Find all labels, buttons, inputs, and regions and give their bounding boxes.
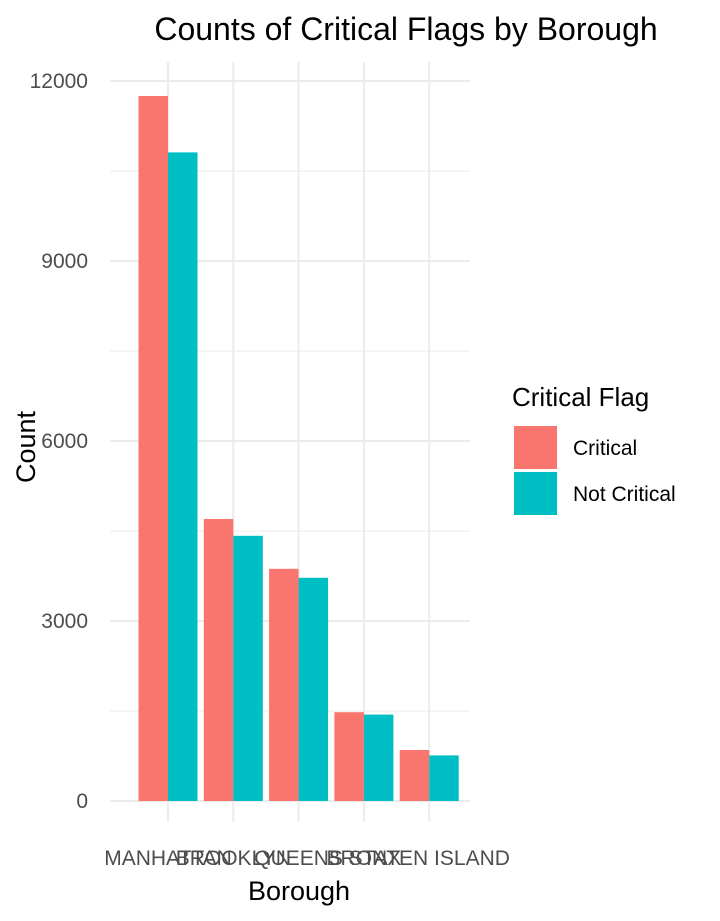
legend-title: Critical Flag bbox=[512, 382, 649, 412]
y-axis-ticks: 0 3000 6000 9000 12000 bbox=[30, 70, 88, 813]
x-tick-label: QUEENS bbox=[254, 847, 343, 870]
y-tick-label: 6000 bbox=[41, 430, 88, 453]
bar-not-critical bbox=[168, 152, 198, 801]
bar-critical bbox=[334, 712, 364, 801]
bar-not-critical bbox=[363, 714, 394, 801]
bar-critical bbox=[203, 519, 234, 801]
y-tick-label: 9000 bbox=[41, 250, 88, 273]
x-tick-label: MANHATTAN bbox=[104, 847, 232, 870]
y-tick-label: 3000 bbox=[41, 610, 88, 633]
y-tick-label: 0 bbox=[76, 790, 88, 813]
legend-key-critical bbox=[514, 426, 557, 469]
bar-critical bbox=[399, 750, 430, 801]
x-tick-label: STATEN ISLAND bbox=[348, 847, 509, 870]
legend-label: Critical bbox=[573, 437, 637, 460]
legend-key-not-critical bbox=[514, 472, 557, 515]
legend: Critical Flag Critical Not Critical bbox=[512, 382, 676, 515]
bar-critical bbox=[269, 568, 299, 801]
x-axis-label: Borough bbox=[248, 876, 350, 906]
bar-not-critical bbox=[298, 577, 329, 801]
bar-critical bbox=[138, 96, 168, 801]
legend-label: Not Critical bbox=[573, 483, 676, 506]
y-axis-label: Count bbox=[11, 410, 41, 483]
bar-not-critical bbox=[429, 755, 459, 801]
chart-title: Counts of Critical Flags by Borough bbox=[154, 11, 657, 47]
bar-not-critical bbox=[233, 535, 263, 801]
x-tick-label: BROOKLYN bbox=[176, 847, 291, 870]
y-tick-label: 12000 bbox=[30, 70, 88, 93]
x-tick-label: BRONX bbox=[327, 847, 402, 870]
bars bbox=[138, 96, 459, 801]
